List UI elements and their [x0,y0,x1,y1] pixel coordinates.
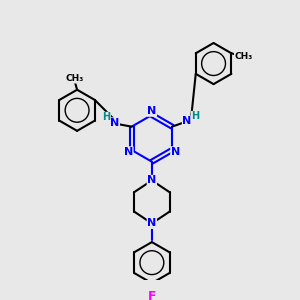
Text: N: N [147,218,157,228]
Text: H: H [102,112,110,122]
Text: F: F [148,290,156,300]
Text: CH₃: CH₃ [234,52,253,61]
Text: CH₃: CH₃ [65,74,83,83]
Text: N: N [124,147,133,157]
Text: N: N [147,106,157,116]
Text: N: N [182,116,192,126]
Text: N: N [171,147,180,157]
Text: N: N [110,118,119,128]
Text: H: H [191,111,200,122]
Text: N: N [147,176,157,185]
